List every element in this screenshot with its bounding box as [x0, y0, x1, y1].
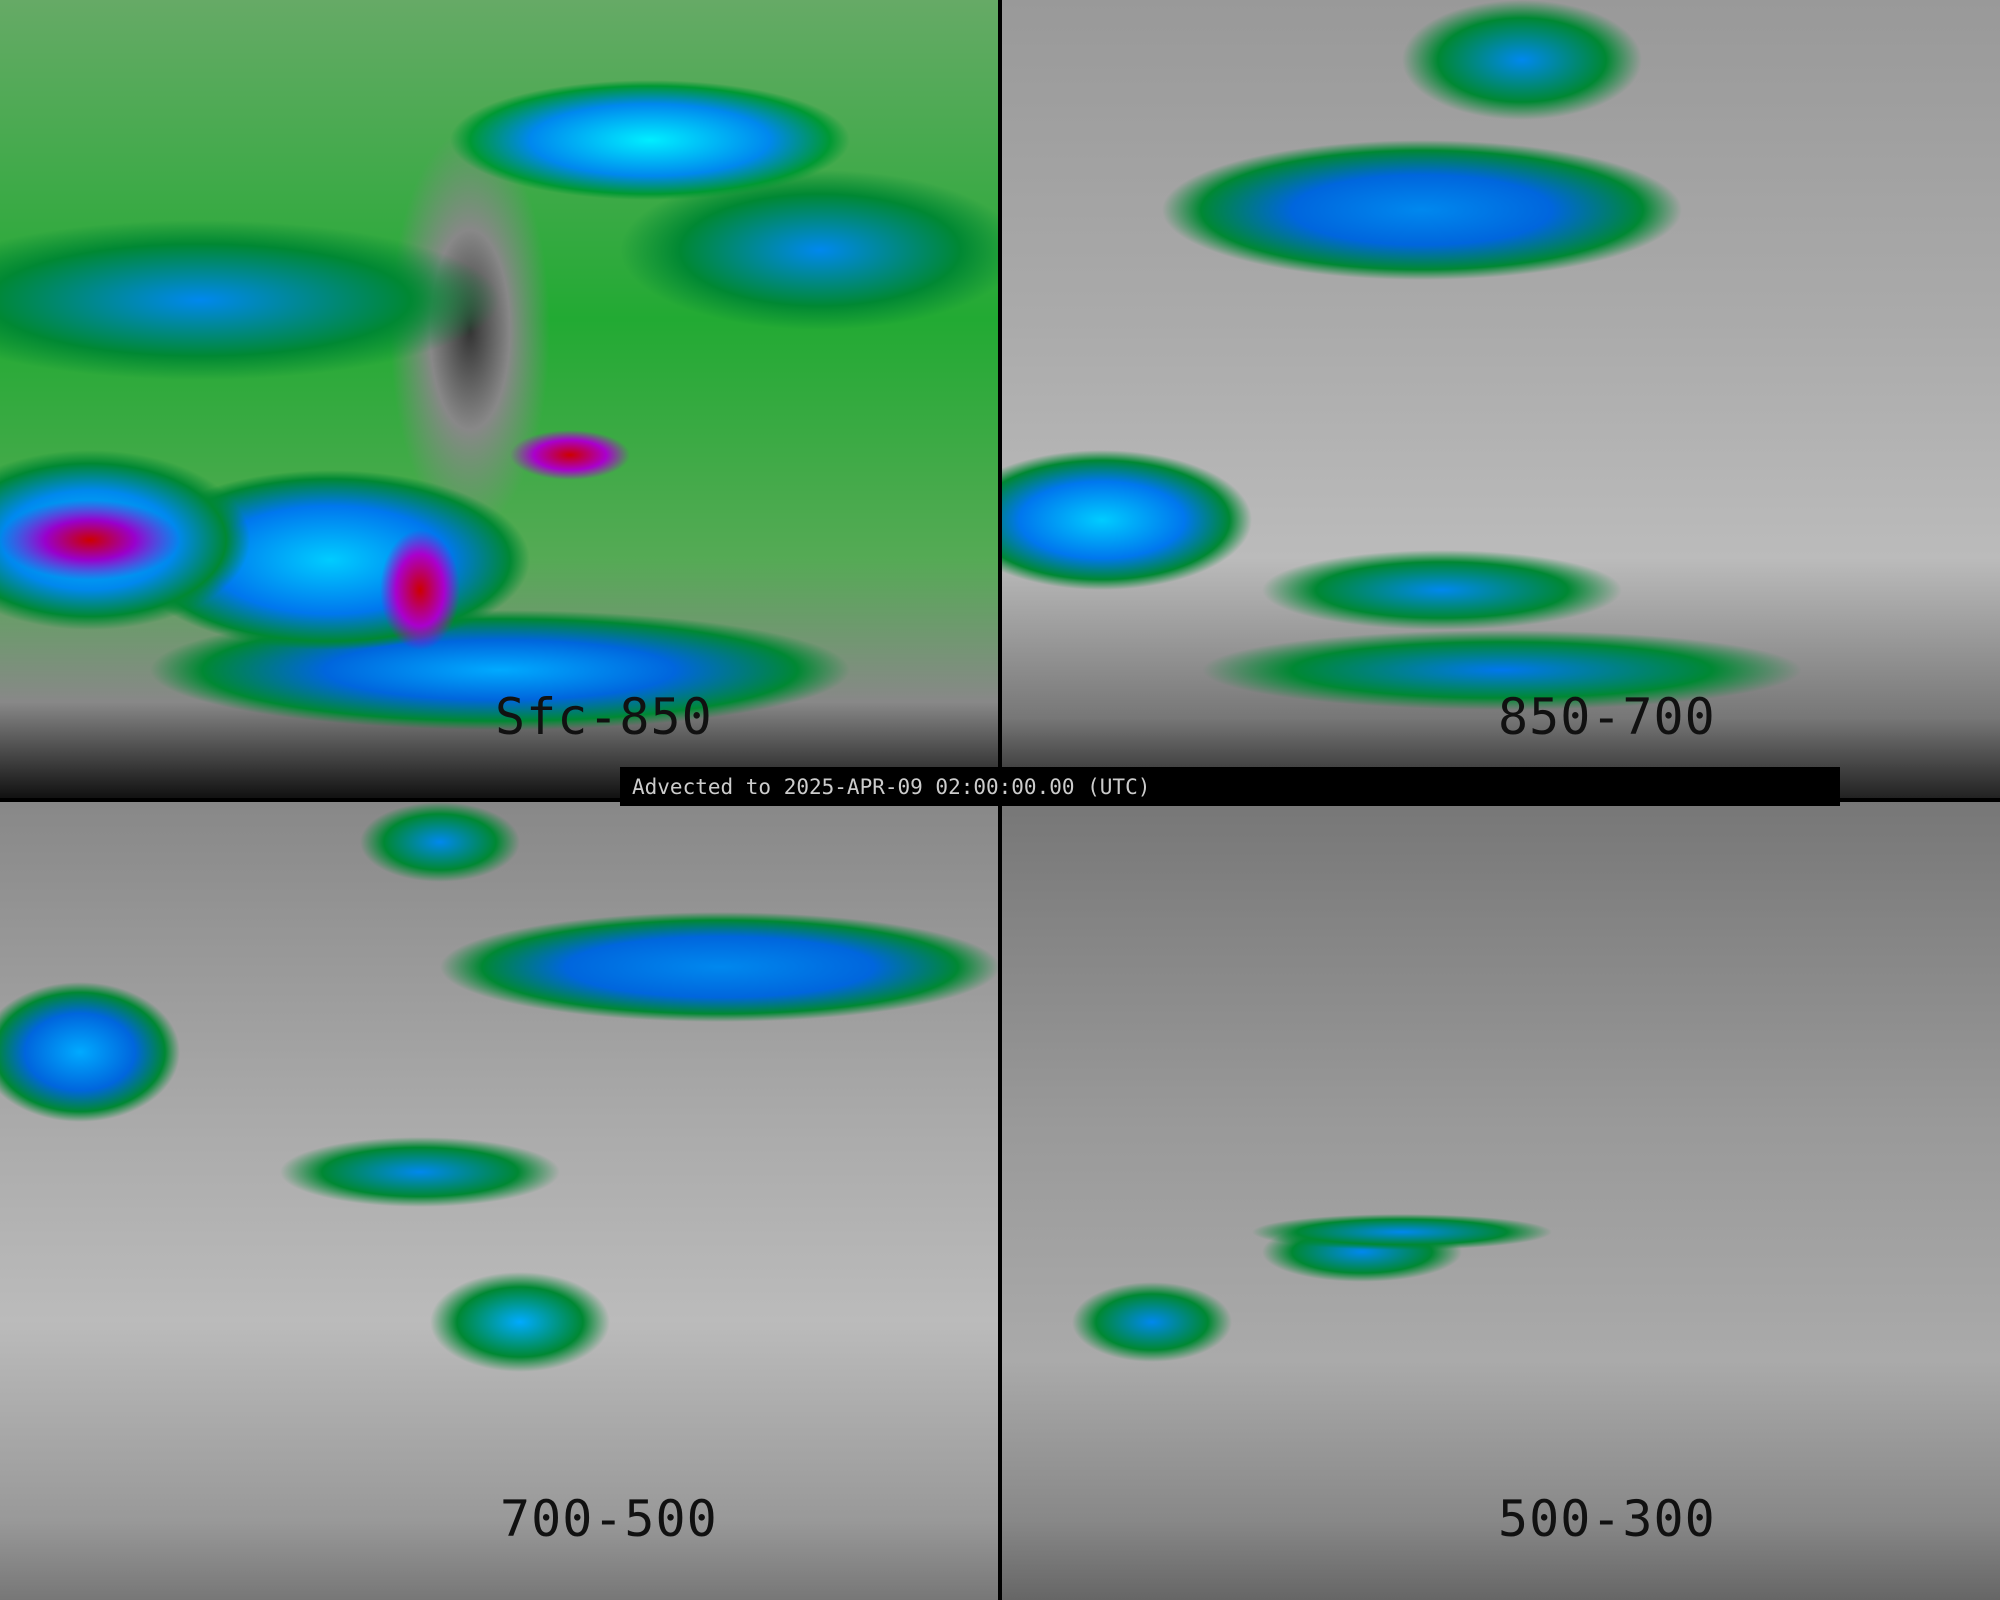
panel-label: 500-300	[1498, 1490, 1716, 1548]
map-panel-500-300: 500-300	[1002, 802, 2000, 1600]
panel-label: Sfc-850	[495, 688, 713, 746]
panel-label: 850-700	[1498, 688, 1716, 746]
timestamp-banner: Advected to 2025-APR-09 02:00:00.00 (UTC…	[620, 767, 1840, 806]
panel-label: 700-500	[500, 1490, 718, 1548]
map-panel-850-700: 850-700	[1002, 0, 2000, 798]
map-panel-700-500: 700-500	[0, 802, 998, 1600]
map-panel-sfc-850: Sfc-850	[0, 0, 998, 798]
timestamp-text: Advected to 2025-APR-09 02:00:00.00 (UTC…	[632, 775, 1151, 799]
